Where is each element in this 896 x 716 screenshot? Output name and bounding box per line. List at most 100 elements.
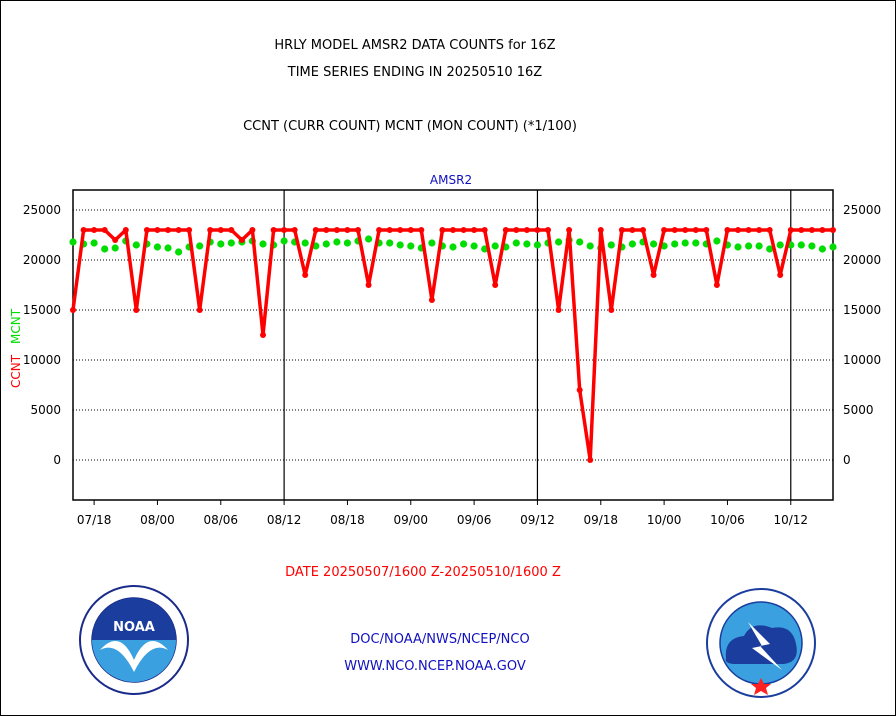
ccnt-data-point [682,227,689,233]
ccnt-data-point [830,227,836,233]
ccnt-series-line [71,228,833,462]
footer-org-path: DOC/NOAA/NWS/NCEP/NCO [350,632,530,647]
y-tick-label-left: 0 [53,453,61,467]
ccnt-data-point [460,227,467,233]
ccnt-data-point [344,227,351,233]
ccnt-data-point [481,227,488,233]
y-tick-label-left: 20000 [23,253,61,267]
ccnt-data-point [713,282,720,288]
ccnt-data-point [281,227,288,233]
mcnt-data-point [407,242,415,250]
x-tick-label: 09/12 [520,513,555,527]
ccnt-data-point [91,227,98,233]
ccnt-data-point [249,227,256,233]
plot-area [72,189,834,501]
mcnt-data-point [280,237,288,245]
ccnt-data-point [365,282,372,288]
ccnt-data-point [671,227,678,233]
mcnt-data-point [111,244,119,252]
ccnt-data-point [777,272,784,278]
ccnt-data-point [534,227,541,233]
chart-subtitle: CCNT (CURR COUNT) MCNT (MON COUNT) (*1/1… [243,119,577,134]
mcnt-data-point [460,240,468,248]
ccnt-data-point [566,227,573,233]
ccnt-data-point [661,227,668,233]
panel-title: AMSR2 [430,173,472,187]
ccnt-data-point [386,227,393,233]
ccnt-data-point [692,227,699,233]
y-axis-label-mcnt: MCNT [9,308,23,344]
ccnt-data-point [745,227,752,233]
ccnt-data-point [756,227,763,233]
mcnt-data-point [90,239,98,247]
x-tick-label: 08/00 [140,513,175,527]
mcnt-data-point [217,240,225,248]
ccnt-data-point [766,227,773,233]
mcnt-data-point [586,242,594,250]
ccnt-data-point [175,227,182,233]
ccnt-data-point [819,227,826,233]
ccnt-data-point [143,227,150,233]
ccnt-data-point [650,272,657,278]
mcnt-data-point [745,242,753,250]
ccnt-data-point [133,307,140,313]
mcnt-data-point [175,248,183,256]
y-tick-label-left: 15000 [23,303,61,317]
ccnt-data-point [165,227,171,233]
ccnt-data-point [629,227,636,233]
mcnt-data-point [671,240,679,248]
nws-logo-icon [706,588,816,698]
ccnt-data-point [576,387,583,393]
ccnt-data-point [376,227,383,233]
ccnt-data-point [312,227,319,233]
ccnt-data-point [418,227,425,233]
ccnt-data-point [640,227,646,233]
mcnt-data-point [428,239,436,247]
x-tick-label: 10/00 [647,513,682,527]
ccnt-data-point [302,272,309,278]
mcnt-data-point [607,241,615,249]
ccnt-data-point [703,227,710,233]
mcnt-data-point [386,239,394,247]
y-tick-label-left: 10000 [23,353,61,367]
chart-title-line1: HRLY MODEL AMSR2 DATA COUNTS for 16Z [274,38,556,53]
ccnt-data-point [397,227,404,233]
mcnt-data-point [776,241,784,249]
mcnt-data-point [734,243,742,251]
y-tick-label-right: 5000 [843,403,874,417]
mcnt-data-point [628,240,637,248]
ccnt-data-point [439,227,446,233]
x-tick-label: 09/18 [583,513,618,527]
ccnt-data-point [291,227,298,233]
mcnt-data-point [153,243,161,251]
mcnt-data-point [808,242,816,250]
mcnt-data-point [227,239,235,247]
y-tick-label-left: 5000 [30,403,61,417]
mcnt-data-point [491,242,499,250]
x-tick-label: 10/06 [710,513,745,527]
ccnt-data-point [787,227,794,233]
x-tick-label: 07/18 [77,513,112,527]
mcnt-data-point [692,239,700,247]
mcnt-data-point [365,235,373,243]
ccnt-data-point [186,227,193,233]
y-tick-label-right: 20000 [843,253,881,267]
date-range-label: DATE 20250507/1600 Z-20250510/1600 Z [285,565,561,580]
mcnt-data-point [713,237,721,245]
ccnt-data-point [587,457,594,463]
ccnt-data-point [808,227,815,233]
mcnt-data-point [755,242,763,250]
ccnt-data-point [618,227,625,233]
ccnt-data-point [217,227,224,233]
ccnt-data-point [80,227,87,233]
mcnt-data-point [576,238,584,246]
ccnt-data-point [355,227,361,233]
mcnt-data-point [101,245,109,253]
x-tick-label: 08/12 [267,513,302,527]
mcnt-data-point [766,245,774,253]
footer-website: WWW.NCO.NCEP.NOAA.GOV [344,659,526,674]
x-tick-label: 09/06 [457,513,492,527]
ccnt-data-point [101,227,108,233]
ccnt-data-point [70,307,76,313]
ccnt-data-point [724,227,731,233]
